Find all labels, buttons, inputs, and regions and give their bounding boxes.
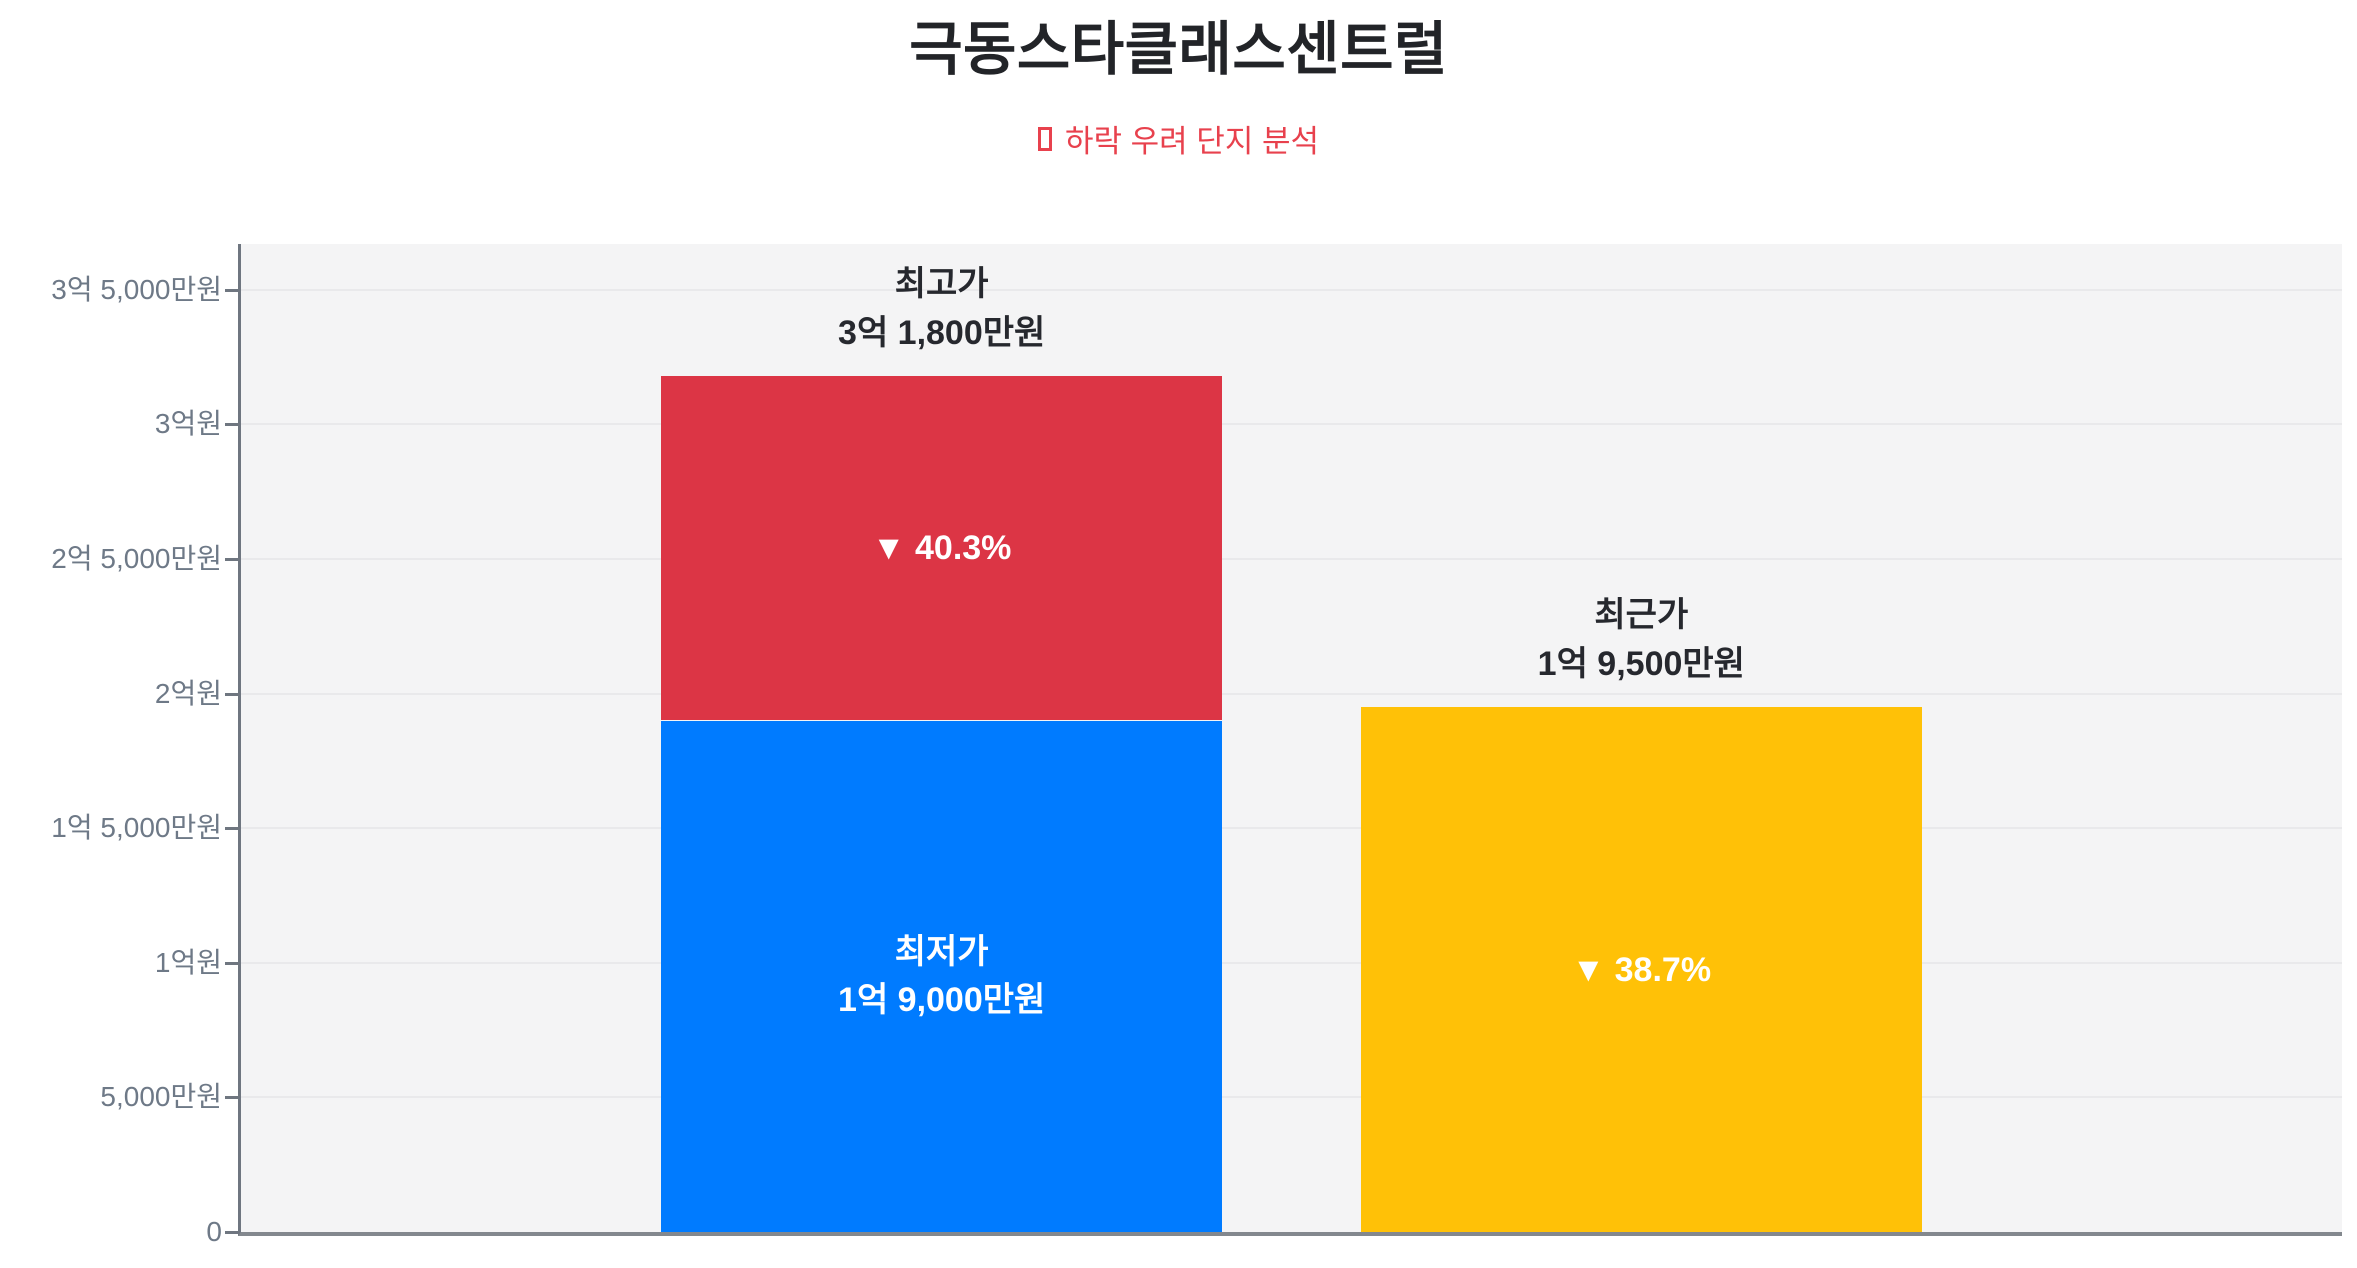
lowest-price-segment[interactable]: 최저가 1억 9,000만원 — [661, 720, 1223, 1232]
drop-percent-segment[interactable]: ▼ 40.3% — [661, 375, 1223, 721]
subtitle-text: 하락 우려 단지 분석 — [1065, 124, 1319, 159]
gridline — [241, 1096, 2342, 1099]
y-axis-tick — [225, 557, 238, 561]
recent-price-bar-top-label: 최근가 1억 9,500만원 — [1537, 596, 1745, 684]
gridline — [241, 557, 2342, 560]
y-axis-tick — [225, 1096, 238, 1100]
y-tick-label: 3억 5,000만원 — [51, 273, 222, 305]
page-title: 극동스타클래스센트럴 — [909, 17, 1448, 82]
lowest-price-segment-label: 최저가 1억 9,000만원 — [838, 933, 1046, 1020]
y-axis-tick — [225, 961, 238, 965]
drop-percent-segment-label: ▼ 40.3% — [871, 529, 1012, 568]
peak-vs-low-bar-top-label: 최고가 3억 1,800만원 — [838, 264, 1046, 352]
y-tick-label: 5,000만원 — [100, 1081, 222, 1113]
recent-price-segment-label: ▼ 38.7% — [1571, 950, 1712, 989]
y-tick-label: 1억원 — [154, 946, 222, 978]
gridline — [241, 692, 2342, 695]
y-axis-tick — [225, 423, 238, 427]
gridline — [241, 827, 2342, 830]
y-axis-tick — [225, 692, 238, 696]
y-axis-tick — [225, 288, 238, 292]
plot-area: 최저가 1억 9,000만원 ▼ 40.3% 최고가 3억 1,800만원 ▼ 38.7%… — [238, 244, 2342, 1236]
gridline — [241, 288, 2342, 291]
y-tick-label: 3억원 — [154, 408, 222, 440]
y-axis-tick — [225, 827, 238, 831]
y-tick-label: 2억 5,000만원 — [51, 542, 222, 574]
gridline — [241, 961, 2342, 964]
y-tick-label: 2억원 — [154, 677, 222, 709]
y-axis-tick — [225, 1231, 238, 1234]
recent-price-segment[interactable]: ▼ 38.7% — [1360, 707, 1922, 1232]
box-glyph-icon — [1038, 126, 1052, 151]
y-tick-label: 1억 5,000만원 — [51, 812, 222, 844]
y-tick-label: 0 — [206, 1216, 222, 1247]
chart-subtitle: 하락 우려 단지 분석 — [0, 116, 2357, 161]
gridline — [241, 423, 2342, 426]
